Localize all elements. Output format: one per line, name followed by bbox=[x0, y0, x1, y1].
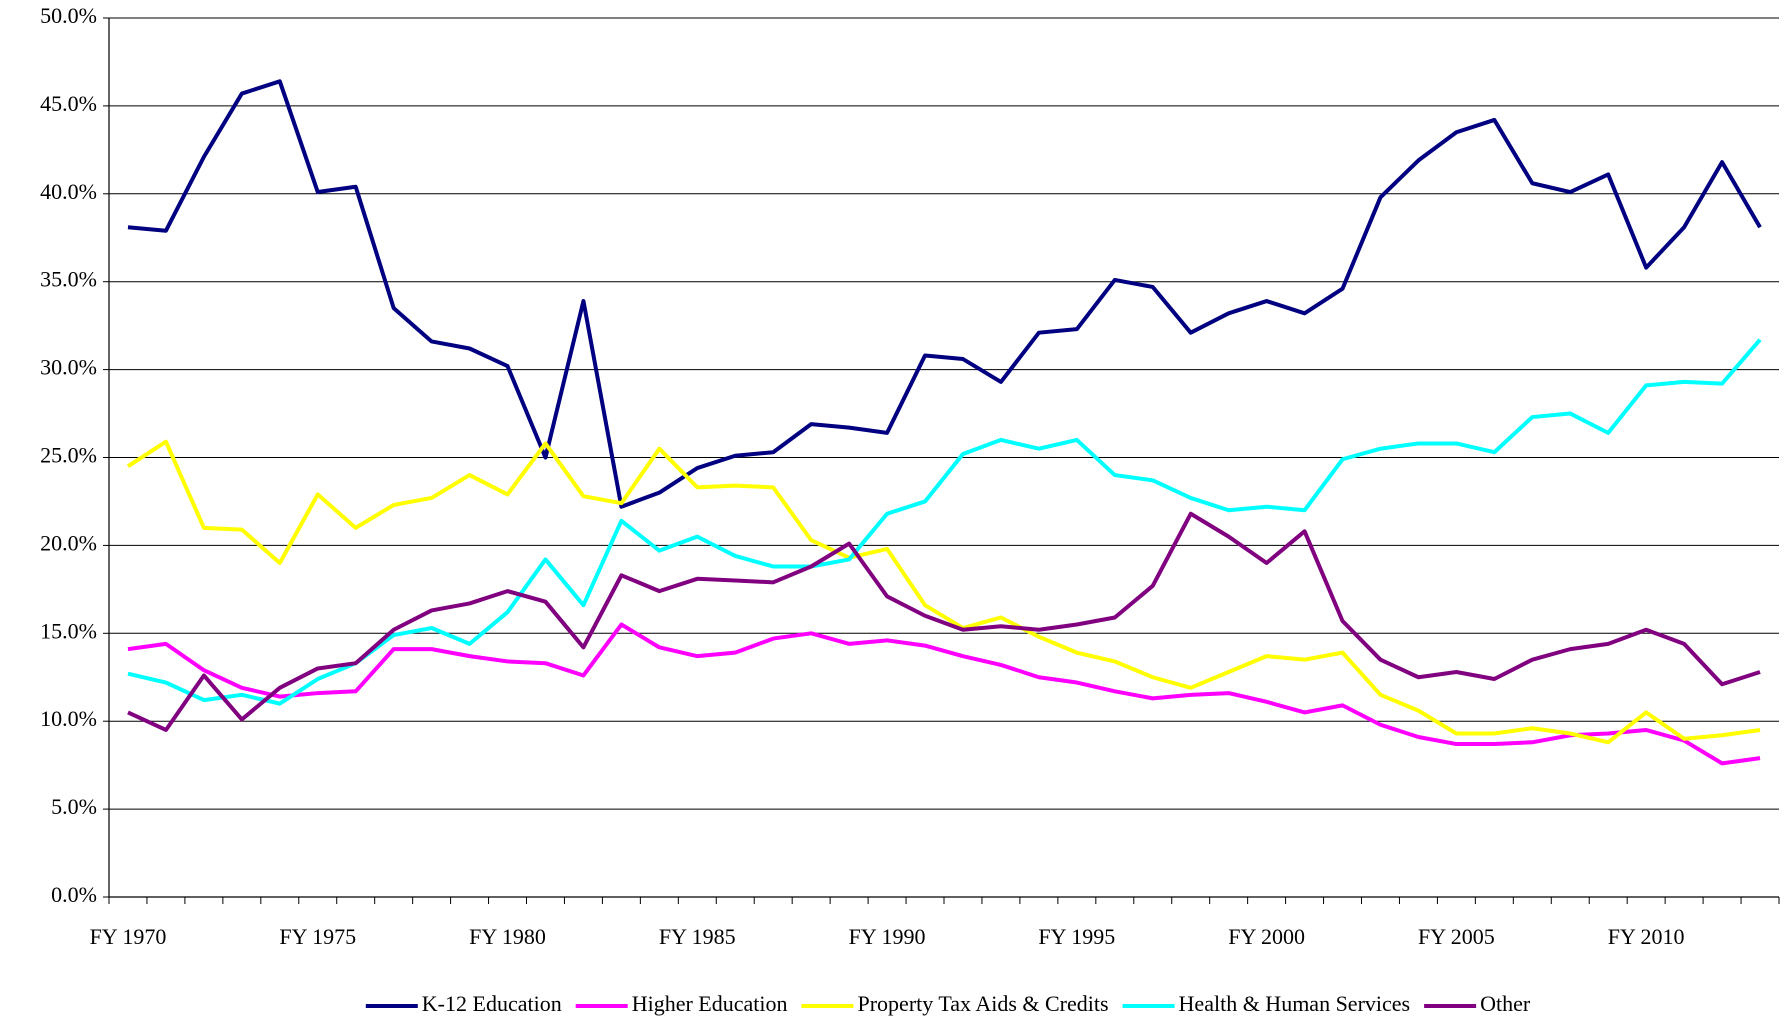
y-tick-label: 35.0% bbox=[40, 267, 97, 292]
x-tick-label: FY 2000 bbox=[1228, 924, 1305, 949]
legend-label: Health & Human Services bbox=[1179, 991, 1411, 1016]
x-tick-label: FY 1970 bbox=[90, 924, 167, 949]
y-tick-label: 5.0% bbox=[51, 794, 97, 819]
series-line bbox=[127, 511, 1761, 732]
y-tick-label: 30.0% bbox=[40, 355, 97, 380]
x-tick-label: FY 1995 bbox=[1038, 924, 1115, 949]
x-tick-label: FY 1980 bbox=[469, 924, 546, 949]
series-line bbox=[127, 338, 1762, 706]
y-tick-label: 10.0% bbox=[40, 706, 97, 731]
y-tick-label: 25.0% bbox=[40, 443, 97, 468]
y-tick-label: 45.0% bbox=[40, 91, 97, 116]
y-tick-label: 0.0% bbox=[51, 882, 97, 907]
x-tick-label: FY 1990 bbox=[849, 924, 926, 949]
x-tick-label: FY 2005 bbox=[1418, 924, 1495, 949]
series-line bbox=[127, 622, 1761, 766]
legend: K-12 Education Higher Education Property T… bbox=[365, 991, 1531, 1016]
legend-label: Higher Education bbox=[632, 991, 788, 1016]
series-line bbox=[127, 79, 1762, 509]
y-tick-label: 20.0% bbox=[40, 530, 97, 555]
y-tick-label: 50.0% bbox=[40, 3, 97, 28]
x-tick-label: FY 1975 bbox=[279, 924, 356, 949]
x-tick-label: FY 1985 bbox=[659, 924, 736, 949]
legend-label: Other bbox=[1480, 991, 1531, 1016]
legend-label: K-12 Education bbox=[422, 991, 562, 1016]
legend-label: Property Tax Aids & Credits bbox=[858, 991, 1109, 1016]
series-line bbox=[126, 439, 1761, 745]
x-tick-label: FY 2010 bbox=[1608, 924, 1685, 949]
y-tick-label: 40.0% bbox=[40, 179, 97, 204]
y-tick-label: 15.0% bbox=[40, 618, 97, 643]
